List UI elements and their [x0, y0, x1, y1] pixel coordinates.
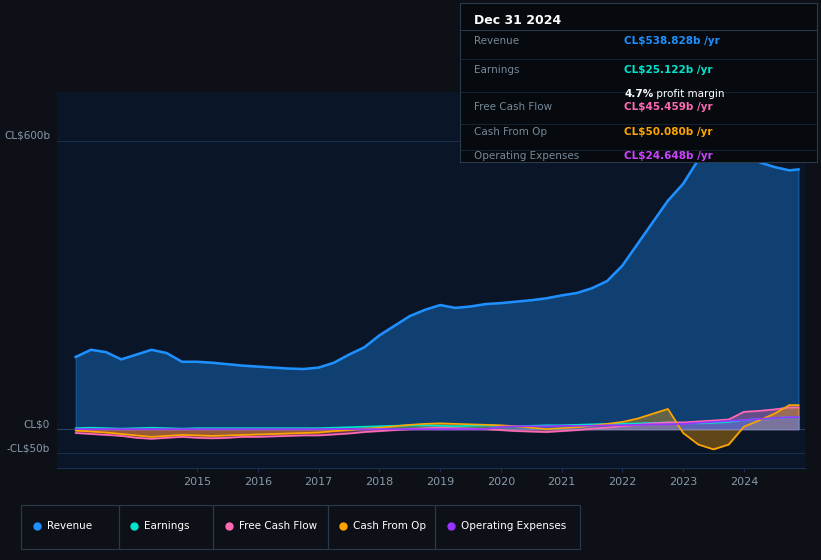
Text: Earnings: Earnings: [144, 521, 190, 531]
Text: CL$25.122b /yr: CL$25.122b /yr: [624, 65, 713, 75]
Text: CL$600b: CL$600b: [4, 130, 50, 141]
Text: Revenue: Revenue: [474, 36, 519, 46]
Text: Operating Expenses: Operating Expenses: [474, 151, 580, 161]
Text: Cash From Op: Cash From Op: [474, 127, 547, 137]
Text: Operating Expenses: Operating Expenses: [461, 521, 566, 531]
Text: CL$0: CL$0: [24, 419, 50, 429]
Text: profit margin: profit margin: [653, 89, 724, 99]
Text: Free Cash Flow: Free Cash Flow: [239, 521, 317, 531]
Text: CL$45.459b /yr: CL$45.459b /yr: [624, 102, 713, 112]
Text: CL$24.648b /yr: CL$24.648b /yr: [624, 151, 713, 161]
Text: Cash From Op: Cash From Op: [353, 521, 426, 531]
Text: -CL$50b: -CL$50b: [7, 443, 50, 453]
Text: CL$538.828b /yr: CL$538.828b /yr: [624, 36, 720, 46]
Text: Free Cash Flow: Free Cash Flow: [474, 102, 553, 112]
Text: CL$50.080b /yr: CL$50.080b /yr: [624, 127, 713, 137]
Text: Earnings: Earnings: [474, 65, 520, 75]
Text: Revenue: Revenue: [47, 521, 92, 531]
Text: Dec 31 2024: Dec 31 2024: [474, 14, 562, 27]
Text: 4.7%: 4.7%: [624, 89, 654, 99]
